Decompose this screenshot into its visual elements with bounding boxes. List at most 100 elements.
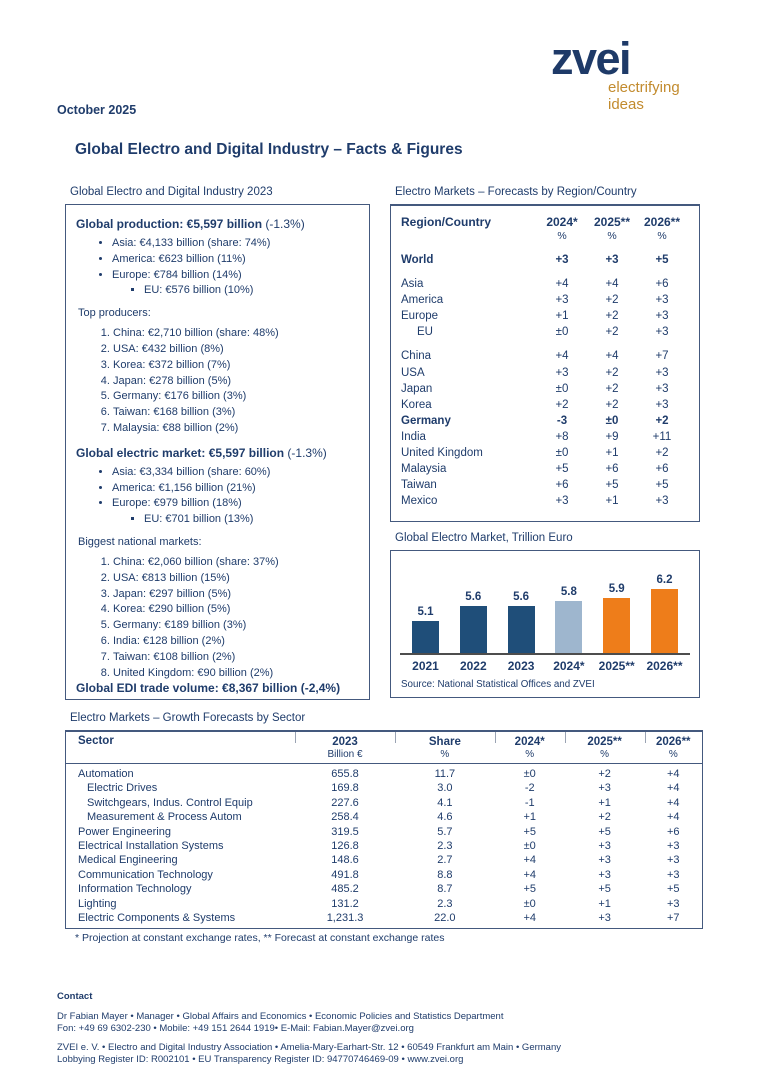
sector-row: Measurement & Process Autom 258.4 4.6 +1 +2 +…: [66, 810, 703, 824]
sector-value: ±0: [523, 840, 536, 853]
region-forecast-value: +2: [605, 366, 619, 379]
region-forecast-value: +3: [655, 366, 669, 379]
region-row: EU ±0 +2 +3: [401, 324, 687, 340]
region-row: United Kingdom ±0 +1 +2: [401, 445, 687, 461]
region-row: USA +3 +2 +3: [401, 365, 687, 381]
sector-name: Automation: [78, 768, 134, 780]
sector-value: 2.3: [437, 897, 453, 910]
sector-row: Electric Components & Systems 1,231.3 22.0…: [66, 911, 703, 929]
col-header-2024: 2024* %: [494, 731, 565, 764]
sector-value: +4: [666, 811, 680, 824]
region-forecast-value: ±0: [555, 326, 569, 339]
region-forecast-value: +3: [555, 254, 569, 266]
bar: [412, 621, 439, 653]
document-date: October 2025: [57, 103, 137, 117]
region-table: Region/Country 2024* 2025** 2026** % % %…: [390, 204, 700, 522]
logo-tagline-line2: ideas: [608, 95, 644, 113]
region-forecast-value: +5: [555, 463, 569, 476]
year-col-header: 2026**: [643, 215, 681, 229]
contact-register-line: Lobbying Register ID: R002101 • EU Trans…: [57, 1054, 464, 1065]
list-item: Korea: €290 billion (5%): [113, 602, 359, 618]
region-name: Mexico: [401, 495, 438, 508]
sector-value: 2.7: [437, 854, 453, 867]
region-forecast-value: +2: [655, 447, 669, 460]
sector-name: Power Engineering: [78, 825, 171, 838]
bar-data-label: 5.6: [465, 591, 482, 603]
region-forecast-value: +2: [605, 398, 619, 411]
region-forecast-value: +2: [655, 414, 669, 427]
global-production-heading: Global production: €5,597 billion (-1.3%…: [76, 217, 359, 231]
bar-column: 6.2: [641, 574, 688, 653]
sector-value: +3: [598, 868, 611, 881]
list-item: Japan: €278 billion (5%): [113, 374, 359, 390]
region-forecast-value: +6: [655, 463, 669, 476]
sector-value: +3: [666, 840, 680, 853]
bar-data-label: 5.9: [608, 583, 625, 595]
region-forecast-value: +4: [605, 278, 619, 291]
sector-name: Electric Drives: [87, 782, 158, 795]
list-item: Europe: €784 billion (14%): [112, 268, 359, 284]
contact-heading: Contact: [57, 991, 93, 1002]
unit-label: %: [557, 230, 567, 242]
list-item: Germany: €189 billion (3%): [113, 618, 359, 634]
region-row: Korea +2 +2 +3: [401, 397, 687, 413]
region-forecast-value: +3: [655, 495, 669, 508]
region-name: Japan: [401, 382, 433, 395]
region-row: Malaysia +5 +6 +6: [401, 461, 687, 477]
bar-column: 5.8: [545, 586, 592, 653]
region-forecast-value: +2: [605, 294, 619, 307]
list-item: America: €1,156 billion (21%): [112, 481, 359, 497]
sector-value: 22.0: [434, 912, 456, 925]
heading-suffix: (-1.3%): [262, 217, 305, 231]
region-row: America +3 +2 +3: [401, 292, 687, 308]
bar-data-label: 5.8: [560, 586, 577, 598]
region-name: China: [401, 350, 432, 363]
sector-value: +4: [523, 854, 536, 867]
list-item: United Kingdom: €90 billion (2%): [113, 666, 359, 682]
region-row: Europe +1 +2 +3: [401, 308, 687, 324]
chart-x-labels: 2021 2022 2023 2024* 2025** 2026**: [399, 659, 691, 673]
region-forecast-value: +2: [605, 326, 619, 339]
sector-table: Sector 2023 Billion € Share % 2024* % 2: [65, 730, 703, 930]
list-item: India: €128 billion (2%): [113, 634, 359, 650]
list-item: Japan: €297 billion (5%): [113, 587, 359, 603]
sector-value: 491.8: [331, 868, 359, 881]
region-name: Malaysia: [401, 463, 447, 476]
contact-person-block: Dr Fabian Mayer • Manager • Global Affai…: [57, 1011, 722, 1035]
top-producers-label: Top producers:: [78, 307, 151, 320]
region-forecast-value: +7: [655, 350, 669, 363]
chart-x-axis: [400, 653, 690, 655]
unit-label: %: [607, 230, 617, 242]
sector-value: +1: [598, 796, 611, 809]
sector-value: +3: [598, 854, 611, 867]
region-forecast-value: +4: [605, 350, 619, 363]
biggest-markets-list: China: €2,060 billion (share: 37%)USA: €…: [76, 555, 359, 681]
sector-value: 2.3: [437, 840, 453, 853]
region-forecast-value: +5: [605, 479, 619, 492]
sector-row: Automation 655.8 11.7 ±0 +2 +4: [66, 764, 703, 782]
list-item: China: €2,060 billion (share: 37%): [113, 555, 359, 571]
sector-value: +1: [598, 897, 611, 910]
region-name: USA: [401, 366, 425, 379]
production-sub-bullet-list: EU: €576 billion (10%): [76, 283, 359, 299]
region-row: Germany -3 ±0 +2: [401, 413, 687, 429]
sector-value: ±0: [523, 768, 536, 780]
facts-box: Global production: €5,597 billion (-1.3%…: [65, 204, 370, 700]
electric-market-bullet-list: Asia: €3,334 billion (share: 60%)America…: [76, 465, 359, 512]
top-producers-list: China: €2,710 billion (share: 48%)USA: €…: [76, 326, 359, 437]
bar: [507, 606, 535, 653]
bar-column: 5.6: [450, 591, 497, 653]
region-forecast-value: +1: [605, 447, 619, 460]
facts-panel: Global Electro and Digital Industry 2023…: [65, 186, 370, 700]
heading-bold: Global production: €5,597 billion: [76, 217, 263, 231]
region-forecast-value: +5: [655, 479, 669, 492]
region-forecast-value: +9: [605, 430, 619, 443]
region-forecast-value: +3: [555, 495, 569, 508]
facts-panel-title: Global Electro and Digital Industry 2023: [70, 186, 273, 198]
sector-table-header-row: Sector 2023 Billion € Share % 2024* % 2: [65, 731, 703, 764]
col-header-share: Share %: [394, 731, 495, 764]
sector-name: Electrical Installation Systems: [78, 840, 224, 853]
region-name: Korea: [401, 398, 432, 411]
sector-value: 148.6: [331, 854, 359, 867]
bar: [603, 598, 631, 653]
